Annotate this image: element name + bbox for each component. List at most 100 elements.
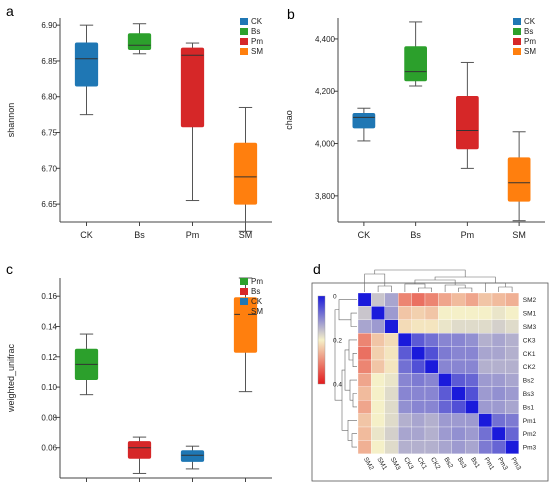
heatmap-cell — [357, 292, 372, 307]
col-label: Bs2 — [442, 456, 454, 470]
heatmap-cell — [465, 426, 479, 441]
y-tick-label: 4,200 — [315, 87, 336, 96]
heatmap-cell — [398, 292, 412, 307]
heatmap-cell — [505, 319, 519, 334]
heatmap-cell — [438, 359, 452, 374]
y-tick-label: 4,000 — [315, 140, 336, 149]
heatmap-cell — [451, 319, 466, 334]
legend-swatch — [240, 298, 248, 305]
heatmap-cell — [357, 359, 372, 374]
heatmap-cell — [451, 426, 466, 441]
legend-swatch — [240, 308, 248, 315]
legend-swatch — [513, 18, 521, 25]
heatmap-cell — [505, 292, 519, 307]
dendro-left — [338, 299, 357, 321]
heatmap-cell — [478, 386, 493, 401]
x-tick-label: CK — [80, 230, 93, 240]
y-tick-label: 0.08 — [41, 413, 57, 422]
heatmap-cell — [505, 400, 519, 414]
heatmap-cell — [438, 333, 452, 347]
y-axis-label: chao — [284, 110, 294, 130]
x-tick-label: Bs — [134, 230, 145, 240]
heatmap-cell — [505, 346, 519, 361]
heatmap-cell — [384, 400, 399, 414]
row-label: Bs2 — [523, 378, 535, 385]
heatmap-cell — [505, 426, 519, 441]
col-label: SM3 — [389, 456, 402, 471]
legend-swatch — [240, 38, 248, 45]
heatmap-cell — [384, 413, 399, 428]
colorbar-label: 0.2 — [333, 338, 342, 345]
heatmap-cell — [465, 413, 479, 428]
col-label: CK2 — [429, 456, 442, 471]
legend-label: Pm — [524, 37, 536, 46]
dendro-top — [498, 286, 513, 292]
dendro-left — [352, 393, 357, 408]
box-pm — [180, 47, 205, 128]
legend-swatch — [240, 48, 248, 55]
y-axis-label: weighted_unifrac — [6, 343, 16, 413]
dendro-left — [350, 312, 357, 327]
heatmap-cell — [384, 386, 399, 401]
heatmap-cell — [357, 413, 372, 428]
heatmap-cell — [424, 292, 439, 307]
y-tick-label: 6.70 — [41, 164, 57, 173]
heatmap-cell — [451, 346, 466, 361]
heatmap-cell — [371, 346, 385, 361]
heatmap-cell — [478, 426, 493, 441]
heatmap-cell — [398, 359, 412, 374]
col-label: Bs3 — [456, 456, 468, 470]
heatmap-cell — [451, 386, 466, 401]
dendro-top — [458, 287, 473, 292]
heatmap-cell — [371, 400, 385, 414]
heatmap-cell — [465, 400, 479, 414]
heatmap-cell — [438, 400, 452, 414]
heatmap-cell — [438, 292, 452, 307]
heatmap-cell — [384, 346, 399, 361]
row-label: SM3 — [523, 324, 537, 331]
heatmap-cell — [371, 306, 385, 320]
heatmap-cell — [384, 292, 399, 307]
heatmap-cell — [505, 359, 519, 374]
heatmap-cell — [424, 306, 439, 320]
heatmap-cell — [465, 386, 479, 401]
colorbar — [317, 295, 326, 385]
box-pm — [456, 95, 479, 150]
box-ck — [180, 450, 205, 462]
heatmap-cell — [478, 413, 493, 428]
heatmap-cell — [438, 306, 452, 320]
heatmap-cell — [424, 359, 439, 374]
heatmap-cell — [438, 426, 452, 441]
legend-swatch — [240, 278, 248, 285]
heatmap-cell — [424, 386, 439, 401]
heatmap-cell — [491, 292, 506, 307]
heatmap-cell — [505, 306, 519, 320]
heatmap-cell — [438, 346, 452, 361]
heatmap-cell — [411, 413, 426, 428]
heatmap-cell — [411, 306, 426, 320]
heatmap-cell — [465, 333, 479, 347]
heatmap-cell — [505, 333, 519, 347]
heatmap-cell — [478, 292, 493, 307]
heatmap-cell — [505, 440, 519, 454]
row-label: SM1 — [523, 311, 537, 318]
row-label: Pm3 — [523, 445, 537, 452]
heatmap-cell — [491, 333, 506, 347]
heatmap-cell — [424, 440, 439, 454]
col-label: SM1 — [375, 456, 388, 471]
dendro-top — [374, 269, 466, 277]
heatmap-cell — [371, 319, 385, 334]
y-tick-label: 6.80 — [41, 93, 57, 102]
heatmap-cell — [411, 292, 426, 307]
heatmap-cell — [384, 306, 399, 320]
y-tick-label: 6.85 — [41, 57, 57, 66]
heatmap-cell — [371, 333, 385, 347]
heatmap-cell — [371, 359, 385, 374]
heatmap-cell — [411, 440, 426, 454]
row-label: Bs1 — [523, 404, 535, 411]
col-label: SM2 — [362, 456, 375, 471]
y-tick-label: 6.65 — [41, 200, 57, 209]
legend-swatch — [240, 288, 248, 295]
